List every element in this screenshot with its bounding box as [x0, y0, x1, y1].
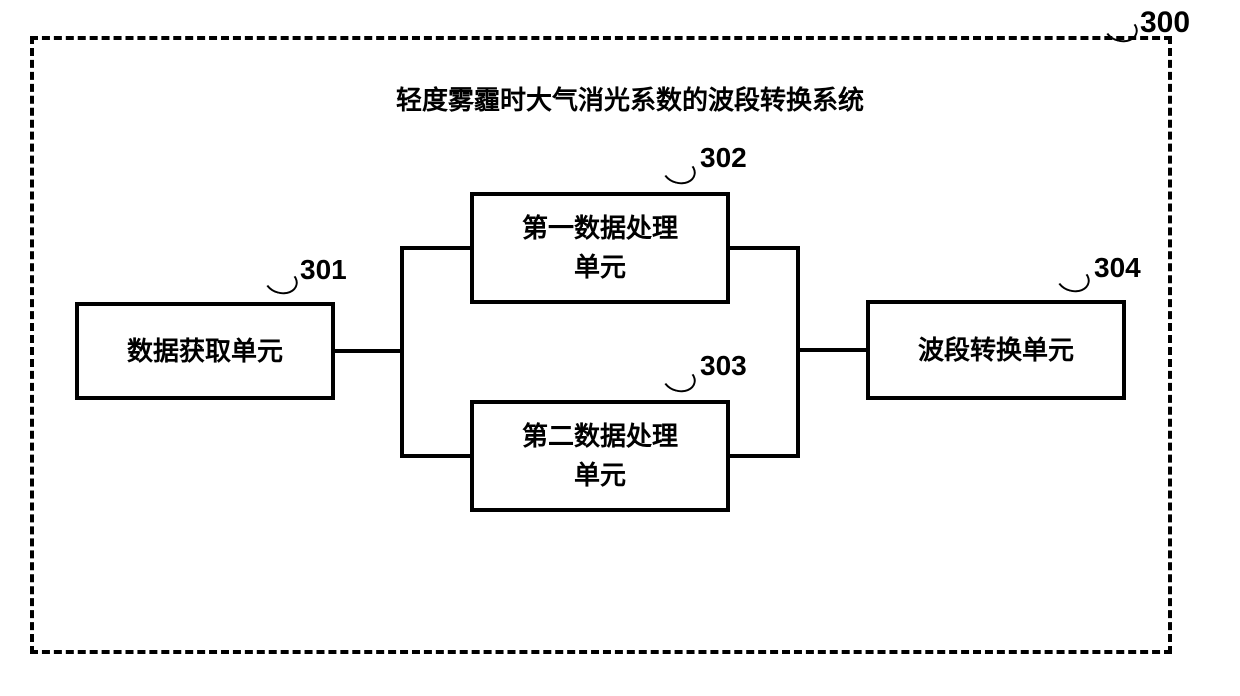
node-band-convert-ref: 304	[1094, 252, 1141, 284]
node-second-proc-ref: 303	[700, 350, 747, 382]
node-data-acquire-label: 数据获取单元	[127, 332, 283, 371]
node-band-convert-label: 波段转换单元	[918, 331, 1074, 370]
node-first-proc-label: 第一数据处理 单元	[522, 209, 678, 287]
node-second-proc: 第二数据处理 单元	[470, 400, 730, 512]
node-band-convert: 波段转换单元	[866, 300, 1126, 400]
node-first-proc: 第一数据处理 单元	[470, 192, 730, 304]
container-ref-label: 300	[1140, 6, 1190, 40]
node-first-proc-ref: 302	[700, 142, 747, 174]
node-second-proc-label: 第二数据处理 单元	[522, 417, 678, 495]
node-data-acquire-ref: 301	[300, 254, 347, 286]
system-title: 轻度雾霾时大气消光系数的波段转换系统	[30, 80, 1230, 117]
node-data-acquire: 数据获取单元	[75, 302, 335, 400]
